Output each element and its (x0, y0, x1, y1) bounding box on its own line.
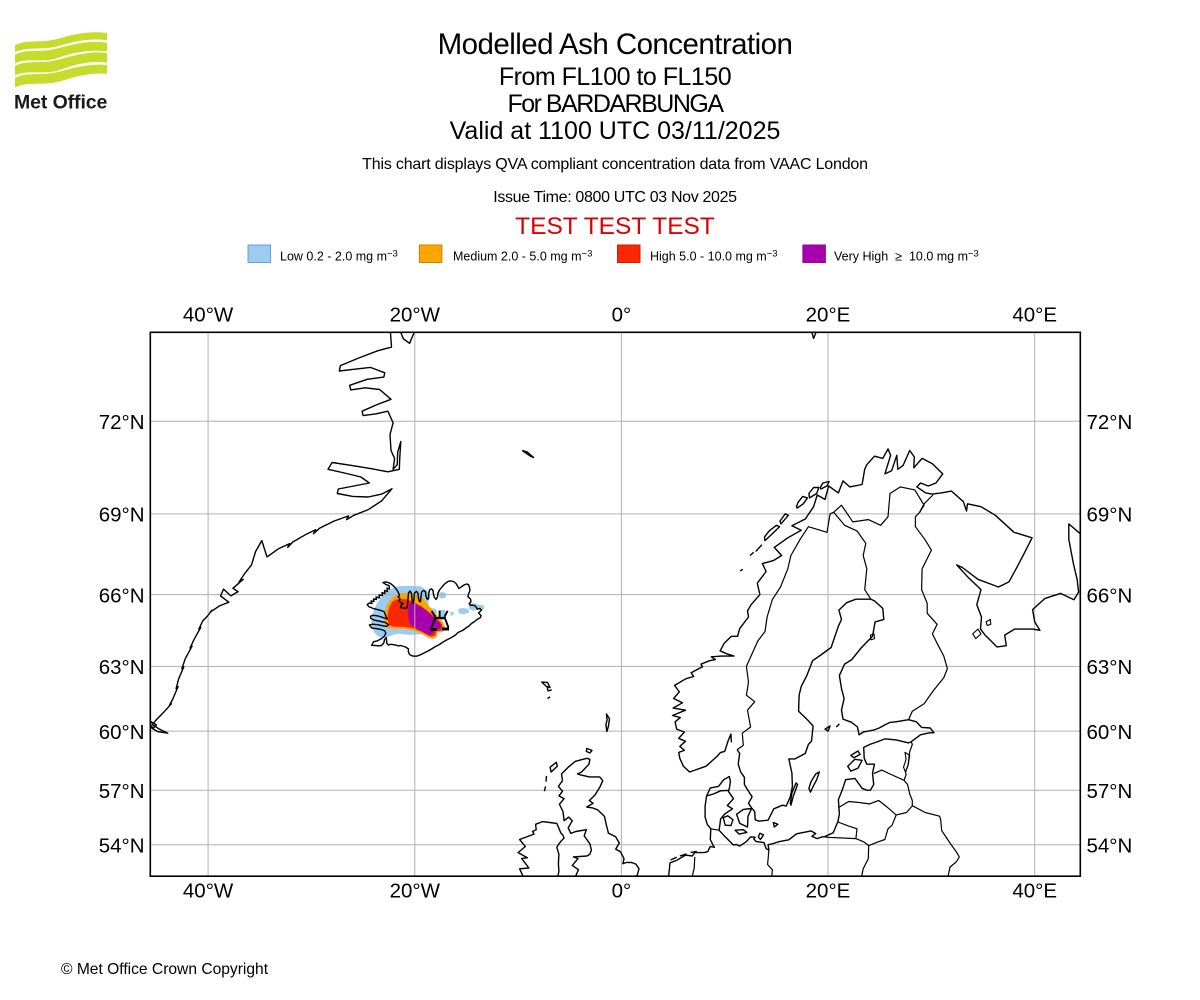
svg-text:High 5.0 - 10.0 mg m−3: High 5.0 - 10.0 mg m−3 (650, 249, 778, 264)
svg-text:40°W: 40°W (183, 304, 234, 327)
svg-text:69°N: 69°N (1087, 504, 1133, 527)
svg-text:40°E: 40°E (1012, 880, 1057, 903)
svg-text:66°N: 66°N (99, 584, 145, 607)
svg-text:57°N: 57°N (1087, 780, 1133, 803)
svg-text:20°E: 20°E (806, 880, 851, 903)
svg-text:Medium 2.0 - 5.0 mg m−3: Medium 2.0 - 5.0 mg m−3 (453, 249, 592, 264)
svg-text:54°N: 54°N (99, 835, 145, 858)
svg-text:0°: 0° (612, 304, 632, 327)
svg-text:72°N: 72°N (1087, 411, 1133, 434)
svg-text:72°N: 72°N (99, 411, 145, 434)
svg-text:0°: 0° (612, 880, 632, 903)
svg-text:40°W: 40°W (183, 880, 234, 903)
svg-text:Met Office: Met Office (14, 92, 108, 114)
svg-text:20°W: 20°W (390, 304, 441, 327)
svg-text:Low 0.2 - 2.0 mg m−3: Low 0.2 - 2.0 mg m−3 (280, 249, 398, 264)
svg-text:20°W: 20°W (390, 880, 441, 903)
svg-text:57°N: 57°N (99, 780, 145, 803)
svg-text:69°N: 69°N (99, 504, 145, 527)
svg-text:63°N: 63°N (1087, 656, 1133, 679)
svg-text:63°N: 63°N (99, 656, 145, 679)
svg-text:60°N: 60°N (99, 721, 145, 744)
svg-text:40°E: 40°E (1012, 304, 1057, 327)
svg-text:54°N: 54°N (1087, 835, 1133, 858)
svg-text:20°E: 20°E (806, 304, 851, 327)
svg-text:66°N: 66°N (1087, 584, 1133, 607)
svg-text:Very High ≥ 10.0 mg m−3: Very High ≥ 10.0 mg m−3 (834, 249, 979, 264)
svg-text:60°N: 60°N (1087, 721, 1133, 744)
